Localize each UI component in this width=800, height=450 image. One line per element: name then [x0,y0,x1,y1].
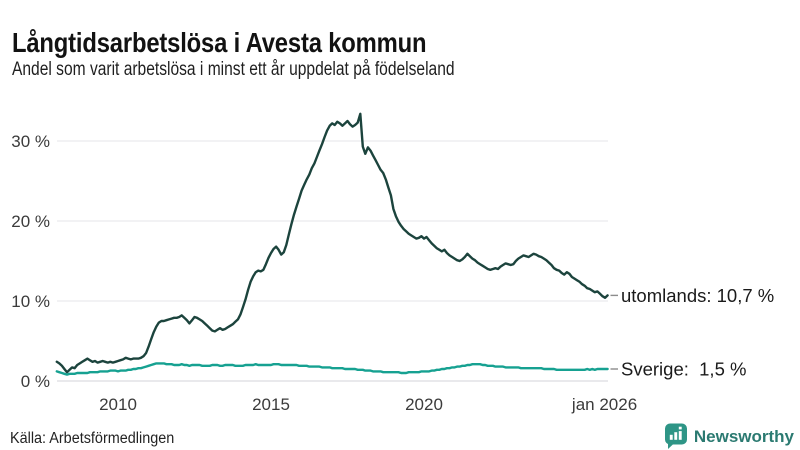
series-line-sverige [55,362,609,376]
series-end-label-utomlands: utomlands: 10,7 % [621,285,774,306]
logo-bar-1 [669,434,673,440]
x-axis-tick-label: 2010 [99,395,137,414]
series-end-label-sverige: Sverige: 1,5 % [621,359,746,380]
series-line-utomlands [55,112,609,374]
newsworthy-logo-text: Newsworthy [693,426,794,446]
x-axis-tick-label: jan 2026 [571,395,637,414]
newsworthy-logo-icon [664,423,687,449]
logo-bubble-tail [667,442,675,449]
y-axis-tick-label-30: 30 % [11,132,50,151]
logo-bar-2 [674,432,678,440]
source-note: Källa: Arbetsförmedlingen [10,430,175,447]
x-axis-tick-label: 2015 [252,395,290,414]
chart-title: Långtidsarbetslösa i Avesta kommun [12,26,427,58]
y-axis-tick-label-20: 20 % [11,212,50,231]
newsworthy-logo: Newsworthy [664,423,794,450]
logo-bar-3 [678,431,682,440]
logo-bar-dot [678,426,682,430]
y-axis-tick-label-0: 0 % [21,372,50,391]
y-axis-tick-label-10: 10 % [11,292,50,311]
chart-subtitle: Andel som varit arbetslösa i minst ett å… [12,59,455,80]
x-axis-tick-label: 2020 [405,395,443,414]
